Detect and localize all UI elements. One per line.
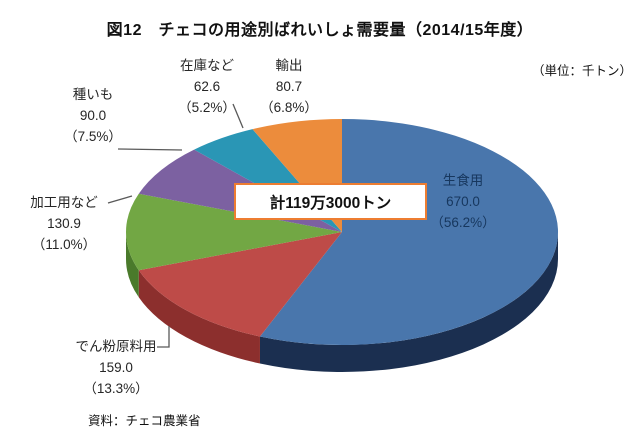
pie-slice-side-0 xyxy=(259,232,558,372)
slice-percent: （13.3%） xyxy=(83,381,149,396)
slice-value: 670.0 xyxy=(446,194,480,209)
pie-3d-sides xyxy=(126,232,558,372)
total-callout-box: 計119万3000トン xyxy=(234,183,427,220)
leader-line-processing xyxy=(107,195,133,204)
slice-percent: （6.8%） xyxy=(260,100,318,115)
pie-slice-side-1 xyxy=(138,270,260,364)
slice-percent: （11.0%） xyxy=(31,237,97,252)
slice-label-stock: 在庫など 62.6 （5.2%） xyxy=(178,55,236,118)
slice-name: 輸出 xyxy=(275,58,303,73)
unit-note: （単位：千トン） xyxy=(531,64,632,78)
slice-label-starch: でん粉原料用 159.0 （13.3%） xyxy=(76,336,157,399)
total-callout-text: 計119万3000トン xyxy=(269,194,392,212)
leader-line-seed xyxy=(117,148,183,151)
slice-label-fresh: 生食用 670.0 （56.2%） xyxy=(430,170,495,233)
leader-line-starch xyxy=(157,326,170,348)
slice-label-seed: 種いも 90.0 （7.5%） xyxy=(64,84,122,147)
pie-slice-1 xyxy=(138,232,342,337)
slice-value: 90.0 xyxy=(79,108,107,123)
slice-value: 80.7 xyxy=(275,79,303,94)
leader-line-stock xyxy=(232,103,244,129)
slice-label-processing: 加工用など 130.9 （11.0%） xyxy=(30,192,98,255)
slice-name: 種いも xyxy=(72,87,114,102)
slice-name: 加工用など xyxy=(30,195,98,210)
slice-name: 在庫など xyxy=(180,58,234,73)
slice-percent: （7.5%） xyxy=(64,129,122,144)
slice-percent: （5.2%） xyxy=(178,100,236,115)
slice-name: でん粉原料用 xyxy=(75,339,157,354)
source-note: 資料：チェコ農業省 xyxy=(88,414,201,428)
pie-slice-side-2 xyxy=(126,232,139,298)
chart-title: 図12 チェコの用途別ばれいしょ需要量（2014/15年度） xyxy=(106,22,534,39)
slice-percent: （56.2%） xyxy=(430,215,496,230)
leader-lines xyxy=(107,103,244,348)
slice-value: 130.9 xyxy=(47,216,81,231)
slice-label-export: 輸出 80.7 （6.8%） xyxy=(260,55,318,118)
slice-name: 生食用 xyxy=(442,173,484,188)
slice-value: 159.0 xyxy=(99,360,133,375)
pie-slice-0 xyxy=(259,118,559,345)
pie-slice-2 xyxy=(125,193,343,271)
slice-value: 62.6 xyxy=(193,79,221,94)
